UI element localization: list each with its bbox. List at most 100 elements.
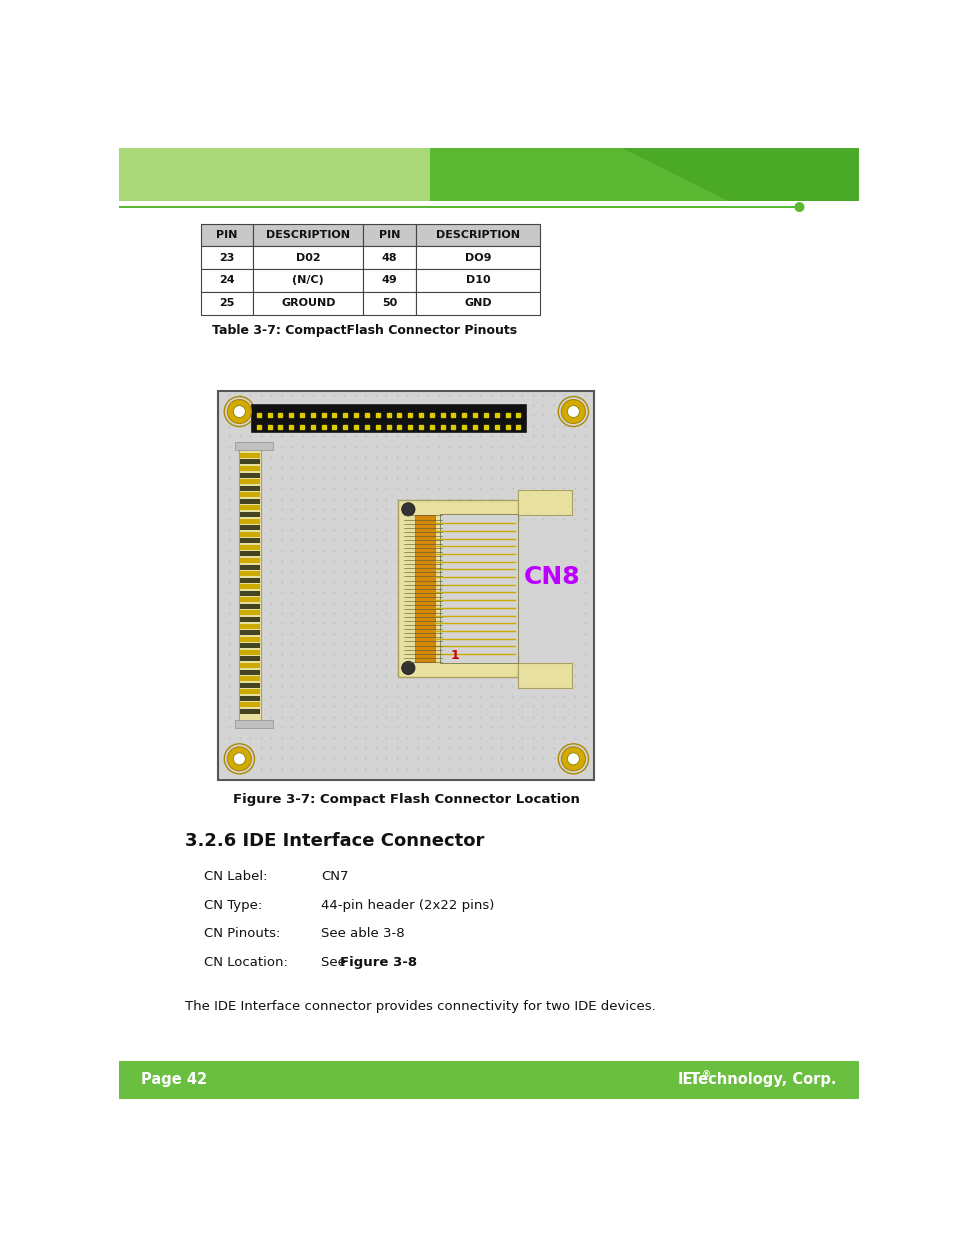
Text: IEI: IEI: [678, 1072, 699, 1087]
Bar: [240, 558, 260, 563]
Circle shape: [233, 405, 245, 417]
Bar: [439, 514, 517, 663]
Bar: [240, 538, 260, 543]
Text: The IDE Interface connector provides connectivity for two IDE devices.: The IDE Interface connector provides con…: [185, 1000, 656, 1013]
Bar: [240, 485, 260, 490]
Text: 25: 25: [219, 298, 234, 309]
Bar: [363, 224, 416, 246]
Text: 23: 23: [219, 253, 234, 263]
Text: CN8: CN8: [523, 566, 579, 589]
Bar: [517, 521, 579, 656]
Text: GND: GND: [464, 298, 492, 309]
Bar: [240, 571, 260, 576]
Bar: [240, 525, 260, 530]
Circle shape: [233, 753, 245, 764]
Bar: [416, 269, 539, 291]
Bar: [253, 224, 363, 246]
Text: 48: 48: [381, 253, 397, 263]
Bar: [240, 598, 260, 603]
Bar: [240, 479, 260, 484]
Bar: [253, 291, 363, 315]
Bar: [240, 604, 260, 609]
Bar: [517, 663, 571, 688]
Text: 49: 49: [381, 275, 397, 285]
Bar: [240, 637, 260, 642]
Text: PIN: PIN: [216, 230, 237, 240]
Text: CN7: CN7: [320, 871, 348, 883]
Bar: [240, 610, 260, 615]
Bar: [253, 269, 363, 291]
Bar: [240, 630, 260, 635]
Bar: [240, 590, 260, 595]
Text: DESCRIPTION: DESCRIPTION: [266, 230, 350, 240]
Bar: [119, 1061, 858, 1099]
Bar: [240, 453, 260, 458]
Text: DESCRIPTION: DESCRIPTION: [436, 230, 519, 240]
Text: See: See: [320, 956, 350, 969]
Bar: [439, 514, 517, 663]
Bar: [240, 564, 260, 569]
Circle shape: [560, 400, 585, 424]
Bar: [218, 390, 594, 779]
Bar: [119, 201, 858, 204]
Text: CN Label:: CN Label:: [204, 871, 268, 883]
Bar: [517, 490, 571, 515]
Bar: [253, 246, 363, 269]
Bar: [240, 657, 260, 662]
Circle shape: [794, 203, 803, 212]
Circle shape: [560, 747, 585, 771]
Bar: [240, 513, 260, 517]
Bar: [363, 291, 416, 315]
Text: Figure 3-8: Figure 3-8: [340, 956, 416, 969]
Circle shape: [401, 662, 415, 674]
Bar: [240, 459, 260, 464]
Bar: [240, 689, 260, 694]
Bar: [416, 246, 539, 269]
Text: ®: ®: [700, 1071, 710, 1079]
Text: 44-pin header (2x22 pins): 44-pin header (2x22 pins): [320, 899, 494, 911]
Bar: [240, 709, 260, 714]
Bar: [239, 446, 261, 724]
Text: D02: D02: [295, 253, 320, 263]
Bar: [240, 676, 260, 682]
Bar: [240, 505, 260, 510]
Bar: [119, 205, 799, 209]
Text: (N/C): (N/C): [293, 275, 324, 285]
Bar: [200, 269, 253, 291]
Text: Technology, Corp.: Technology, Corp.: [690, 1072, 836, 1087]
Polygon shape: [621, 148, 858, 204]
Text: PIN: PIN: [378, 230, 400, 240]
Circle shape: [227, 400, 252, 424]
Text: Table 3-7: CompactFlash Connector Pinouts: Table 3-7: CompactFlash Connector Pinout…: [212, 324, 517, 337]
Bar: [240, 695, 260, 700]
Bar: [240, 466, 260, 471]
Bar: [240, 703, 260, 708]
Text: 1: 1: [450, 648, 458, 662]
Bar: [416, 291, 539, 315]
Bar: [240, 683, 260, 688]
Bar: [119, 148, 858, 204]
Bar: [240, 532, 260, 537]
Circle shape: [567, 753, 578, 764]
Bar: [416, 224, 539, 246]
Bar: [251, 404, 525, 432]
Bar: [240, 493, 260, 498]
Bar: [240, 499, 260, 504]
Text: GROUND: GROUND: [281, 298, 335, 309]
Bar: [240, 551, 260, 557]
Bar: [200, 224, 253, 246]
Bar: [240, 669, 260, 674]
Bar: [240, 545, 260, 550]
Bar: [240, 618, 260, 622]
Text: 3.2.6 IDE Interface Connector: 3.2.6 IDE Interface Connector: [185, 832, 484, 850]
Bar: [240, 578, 260, 583]
Text: CN Type:: CN Type:: [204, 899, 262, 911]
Bar: [240, 650, 260, 655]
Bar: [397, 500, 517, 677]
Text: D10: D10: [465, 275, 490, 285]
Bar: [234, 442, 274, 450]
Bar: [240, 624, 260, 629]
Text: CN Pinouts:: CN Pinouts:: [204, 927, 280, 940]
Circle shape: [227, 747, 252, 771]
Text: See able 3-8: See able 3-8: [320, 927, 404, 940]
